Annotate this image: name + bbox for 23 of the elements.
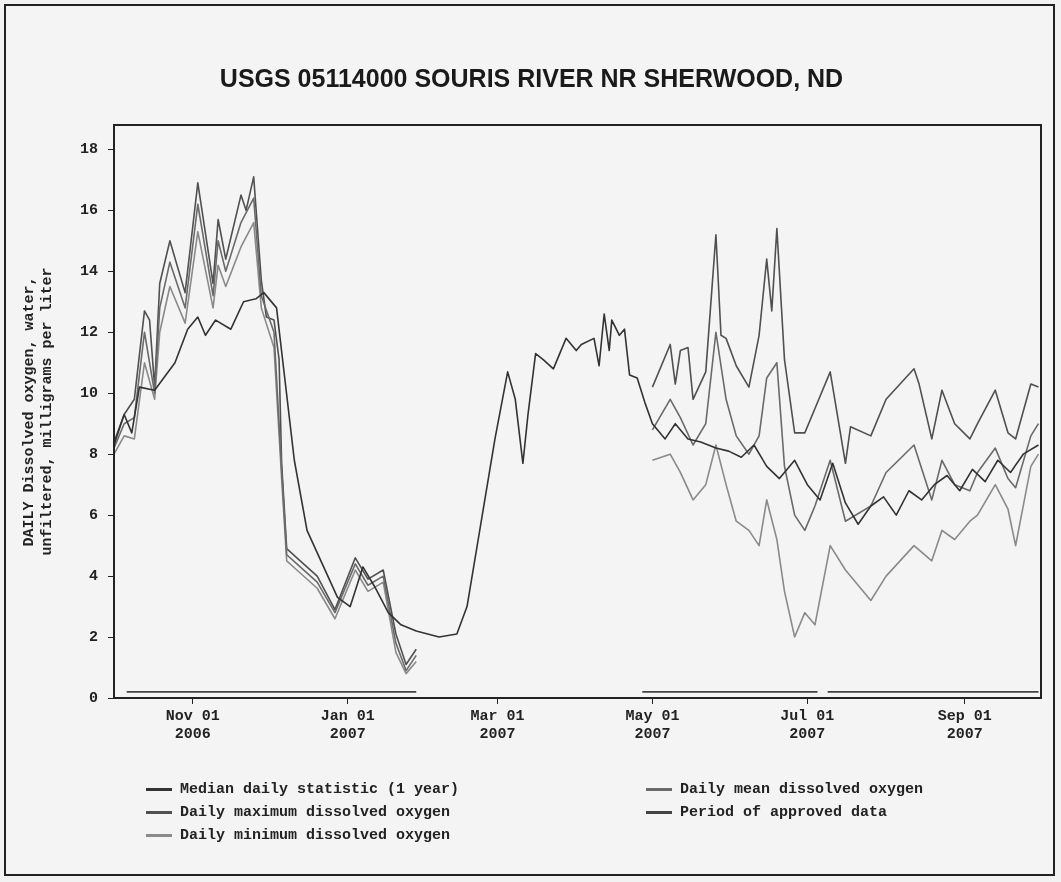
legend-label: Period of approved data: [680, 804, 888, 821]
x-tick-label: Nov 01 2006: [165, 707, 220, 743]
x-tick-label: Mar 01 2007: [470, 707, 525, 743]
legend-label: Median daily statistic (1 year): [180, 781, 460, 798]
x-tick-label: May 01 2007: [625, 707, 680, 743]
legend-label: Daily minimum dissolved oxygen: [180, 827, 451, 844]
y-tick-label: 8: [88, 445, 98, 463]
y-axis-title: DAILY Dissolved oxygen, water, unfiltered, milligrams per liter: [20, 267, 56, 556]
legend-label: Daily mean dissolved oxygen: [680, 781, 924, 798]
y-tick-label: 4: [88, 567, 98, 585]
chart-title: USGS 05114000 SOURIS RIVER NR SHERWOOD, ND: [218, 64, 845, 93]
y-tick-label: 18: [79, 141, 98, 159]
x-tick-label: Jan 01 2007: [320, 707, 375, 743]
legend-label: Daily maximum dissolved oxygen: [180, 804, 451, 821]
y-tick-label: 0: [88, 689, 98, 707]
y-tick-label: 10: [79, 384, 98, 402]
y-tick-label: 2: [88, 628, 98, 646]
y-tick-label: 6: [88, 506, 98, 524]
y-tick-label: 14: [79, 263, 98, 281]
y-tick-label: 16: [79, 202, 98, 220]
x-tick-label: Sep 01 2007: [937, 707, 992, 743]
y-tick-label: 12: [79, 324, 98, 342]
x-tick-label: Jul 01 2007: [780, 707, 835, 743]
